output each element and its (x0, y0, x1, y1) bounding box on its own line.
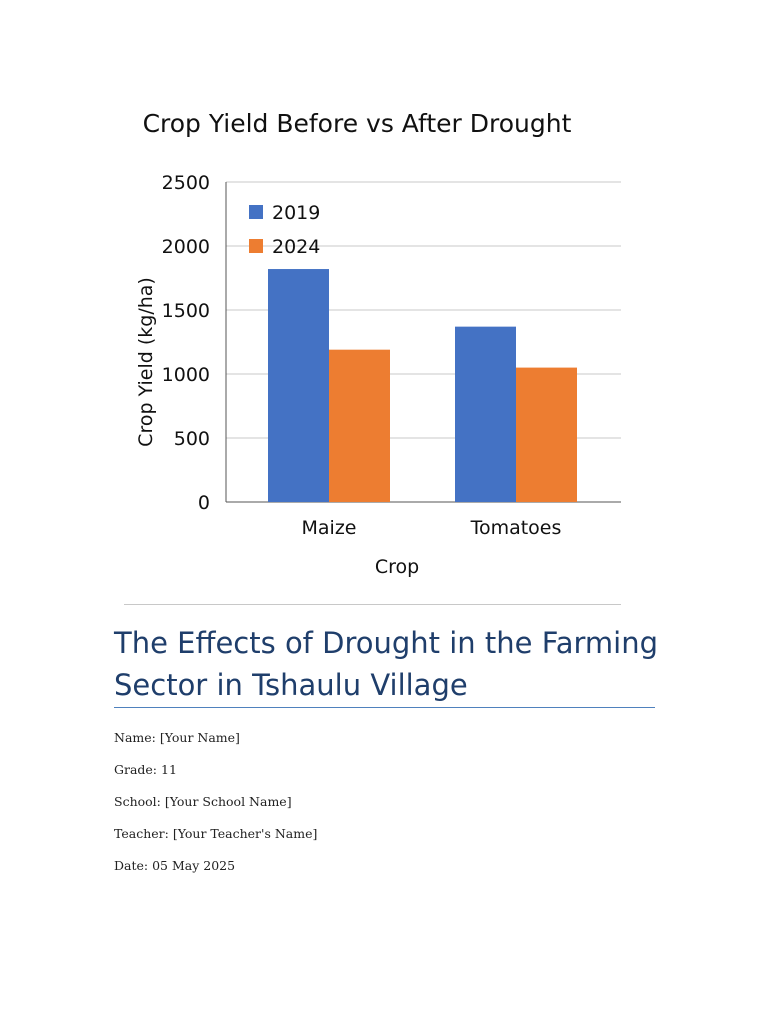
chart-title: Crop Yield Before vs After Drought (143, 109, 572, 138)
document-title: The Effects of Drought in the Farming Se… (114, 626, 658, 702)
y-tick-label: 0 (198, 492, 210, 514)
crop-yield-chart: Crop Yield Before vs After Drought 0 500 1… (135, 109, 621, 578)
school-field: School: [Your School Name] (114, 794, 292, 809)
name-field: Name: [Your Name] (114, 730, 240, 745)
legend-label: 2024 (272, 236, 320, 258)
legend-label: 2019 (272, 202, 320, 224)
legend-swatch (249, 239, 263, 253)
x-tick-label: Maize (302, 517, 357, 539)
divider (124, 604, 621, 605)
bar-2019-tomatoes (455, 326, 516, 502)
x-tick-label: Tomatoes (470, 517, 562, 539)
y-axis-label: Crop Yield (kg/ha) (135, 277, 157, 447)
y-tick-label: 500 (174, 428, 210, 450)
y-tick-label: 1500 (162, 300, 210, 322)
legend-swatch (249, 205, 263, 219)
title-underline (114, 707, 655, 708)
bar-2024-maize (329, 349, 390, 502)
grade-field: Grade: 11 (114, 762, 177, 777)
y-tick-label: 2500 (162, 172, 210, 194)
x-axis-label: Crop (375, 556, 419, 578)
y-tick-label: 2000 (162, 236, 210, 258)
y-tick-label: 1000 (162, 364, 210, 386)
bar-2024-tomatoes (516, 367, 577, 502)
teacher-field: Teacher: [Your Teacher's Name] (114, 826, 318, 841)
date-field: Date: 05 May 2025 (114, 858, 236, 873)
bar-2019-maize (268, 269, 329, 502)
